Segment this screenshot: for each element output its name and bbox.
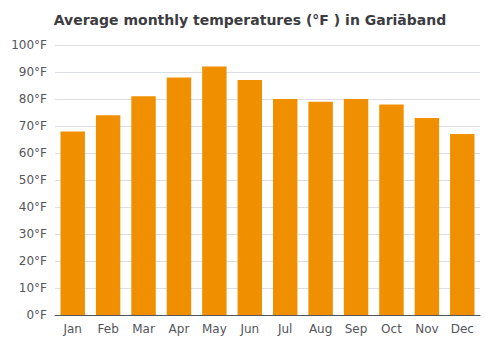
svg-text:60°F: 60°F	[19, 146, 47, 160]
svg-text:Jun: Jun	[239, 322, 259, 336]
svg-text:Oct: Oct	[381, 322, 402, 336]
svg-text:20°F: 20°F	[19, 254, 47, 268]
svg-text:Dec: Dec	[451, 322, 474, 336]
svg-text:80°F: 80°F	[19, 92, 47, 106]
svg-text:Nov: Nov	[415, 322, 438, 336]
svg-text:Jul: Jul	[277, 322, 292, 336]
svg-text:10°F: 10°F	[19, 281, 47, 295]
svg-text:Sep: Sep	[345, 322, 368, 336]
svg-text:Jan: Jan	[62, 322, 82, 336]
svg-text:50°F: 50°F	[19, 173, 47, 187]
svg-text:Mar: Mar	[132, 322, 155, 336]
svg-text:Feb: Feb	[98, 322, 119, 336]
svg-text:100°F: 100°F	[11, 38, 47, 52]
svg-text:Aug: Aug	[309, 322, 332, 336]
svg-text:Average monthly temperatures (: Average monthly temperatures (°F ) in Ga…	[54, 12, 447, 28]
svg-text:70°F: 70°F	[19, 119, 47, 133]
svg-text:0°F: 0°F	[26, 308, 47, 322]
svg-text:40°F: 40°F	[19, 200, 47, 214]
svg-text:30°F: 30°F	[19, 227, 47, 241]
svg-text:Apr: Apr	[169, 322, 190, 336]
svg-text:90°F: 90°F	[19, 65, 47, 79]
svg-text:May: May	[202, 322, 227, 336]
